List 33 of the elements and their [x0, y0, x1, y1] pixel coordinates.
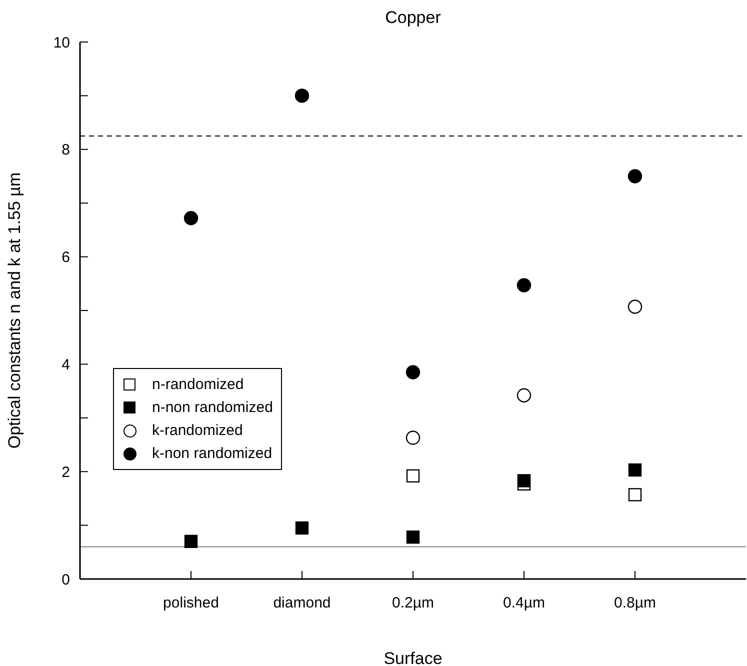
point [628, 300, 642, 314]
legend-label: k-randomized [152, 422, 243, 439]
y-tick-label: 8 [62, 142, 70, 159]
x-axis-title: Surface [384, 649, 442, 666]
y-axis-title: Optical constants n and k at 1.55 µm [5, 172, 24, 449]
point [516, 388, 532, 402]
x-tick-label: polished [163, 594, 219, 612]
point [628, 488, 642, 502]
point [406, 365, 420, 380]
point [628, 169, 642, 184]
point [406, 530, 420, 544]
chart-title: Copper [384, 8, 442, 28]
point [516, 278, 532, 292]
point [406, 469, 420, 482]
y-tick-label: 4 [62, 356, 70, 374]
point [294, 88, 310, 103]
point [184, 211, 198, 226]
x-tick-label: diamond [273, 594, 331, 612]
point [628, 463, 642, 477]
legend-label: n-randomized [152, 376, 244, 393]
x-tick-label: 0.4µm [503, 594, 545, 612]
legend-label: k-non randomized [152, 445, 272, 462]
y-tick-label: 6 [62, 249, 70, 266]
point [517, 474, 531, 488]
legend-label: n-non randomized [152, 399, 273, 416]
point [184, 534, 198, 548]
x-tick-label: 0.2µm [392, 594, 434, 612]
point [406, 430, 420, 445]
y-tick-label: 0 [62, 571, 70, 588]
y-tick-label: 2 [62, 464, 70, 481]
x-tick-label: 0.8µm [614, 594, 656, 612]
y-tick-label: 10 [53, 34, 70, 52]
point [295, 521, 309, 535]
